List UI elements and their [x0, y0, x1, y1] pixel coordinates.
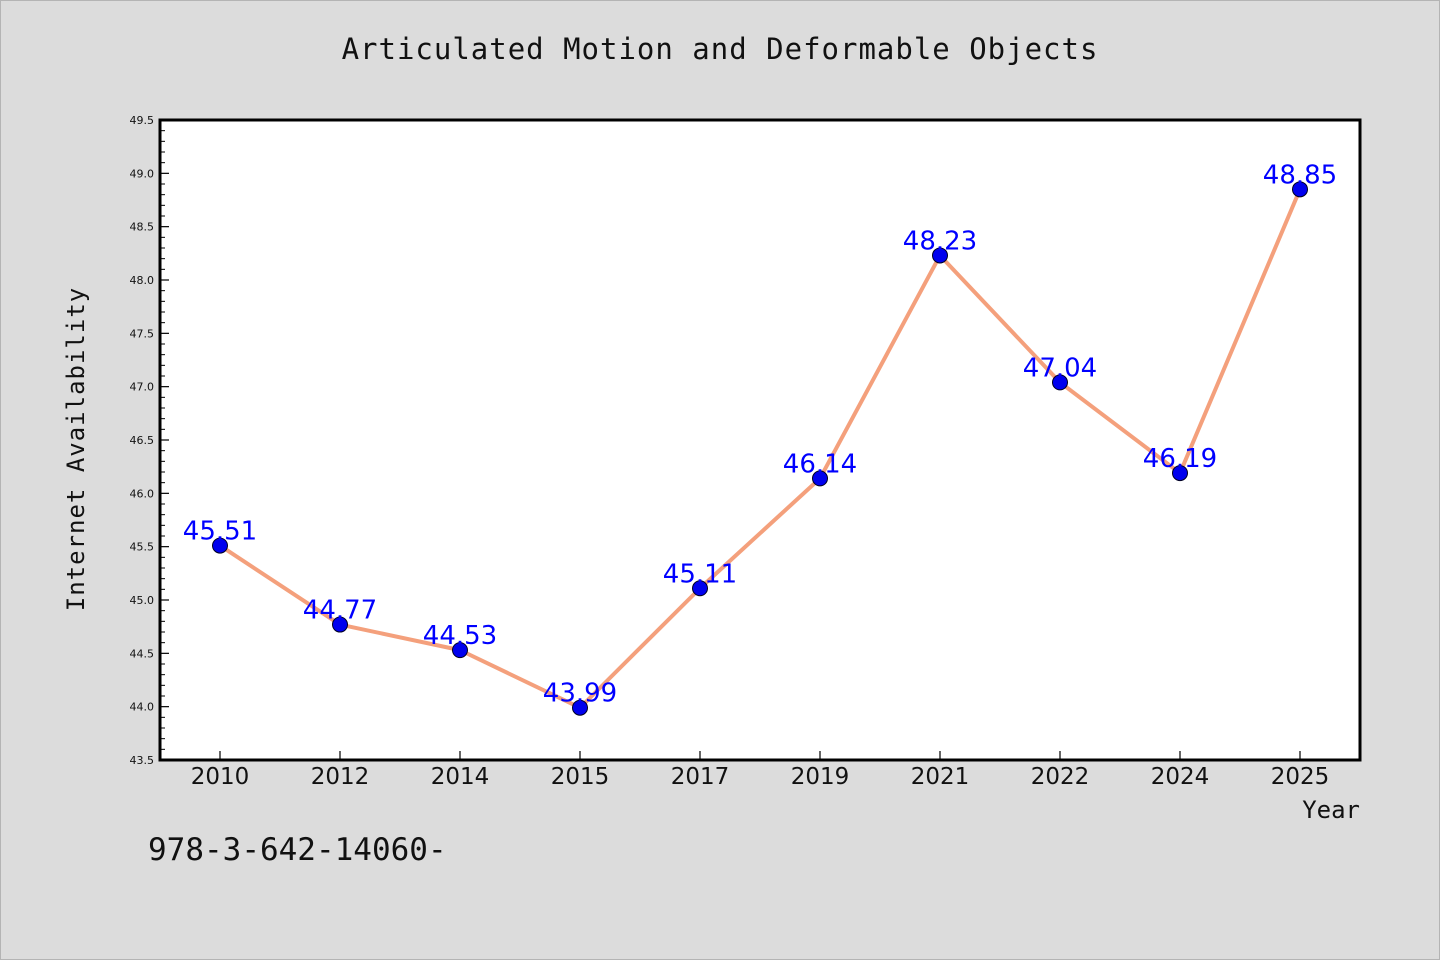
x-tick-label: 2024 [1151, 764, 1210, 790]
y-tick-label: 45.5 [130, 541, 155, 554]
y-tick-label: 49.5 [130, 114, 155, 127]
y-tick-label: 45.0 [130, 594, 155, 607]
y-tick-label: 46.5 [130, 434, 155, 447]
plot-area [160, 120, 1360, 760]
data-point [812, 470, 828, 487]
x-tick-label: 2012 [311, 764, 370, 790]
data-point [1172, 465, 1188, 482]
plot-frame [158, 118, 1362, 762]
data-label: 44.77 [303, 596, 377, 626]
x-tick-label: 2021 [911, 764, 970, 790]
data-label: 48.23 [903, 226, 977, 256]
data-point [1292, 181, 1308, 198]
y-tick-label: 47.0 [130, 381, 155, 394]
series-line [218, 187, 1302, 710]
x-tick-label: 2022 [1031, 764, 1090, 790]
data-label: 46.19 [1143, 444, 1217, 474]
data-point [452, 642, 468, 659]
y-tick-label: 48.5 [130, 221, 155, 234]
y-tick-label: 43.5 [130, 754, 155, 767]
data-point [692, 580, 708, 597]
footnote-text: 978-3-642-14060- [148, 832, 447, 868]
y-tick-label: 47.5 [130, 327, 155, 340]
data-label: 45.51 [183, 517, 257, 547]
data-point [1052, 374, 1068, 391]
data-label: 46.14 [783, 449, 857, 479]
x-tick-label: 2025 [1271, 764, 1330, 790]
data-point [212, 537, 228, 554]
data-label: 48.85 [1263, 160, 1337, 190]
y-tick-label: 44.5 [130, 647, 155, 660]
x-tick-label: 2015 [551, 764, 610, 790]
y-tick-label: 49.0 [130, 167, 155, 180]
chart-title: Articulated Motion and Deformable Object… [341, 32, 1099, 66]
x-tick-label: 2019 [791, 764, 850, 790]
data-label: 47.04 [1023, 353, 1097, 383]
x-tick-label: 2010 [191, 764, 250, 790]
x-axis-title: Year [1302, 796, 1360, 824]
y-tick-label: 48.0 [130, 274, 155, 287]
data-label: 45.11 [663, 559, 737, 589]
data-point [932, 247, 948, 264]
data-point [572, 699, 588, 716]
x-tick-label: 2014 [431, 764, 490, 790]
y-tick-label: 46.0 [130, 487, 155, 500]
y-tick-label: 44.0 [130, 701, 155, 714]
data-label: 44.53 [423, 621, 497, 651]
data-label: 43.99 [543, 679, 617, 709]
data-point [332, 616, 348, 633]
x-tick-label: 2017 [671, 764, 730, 790]
